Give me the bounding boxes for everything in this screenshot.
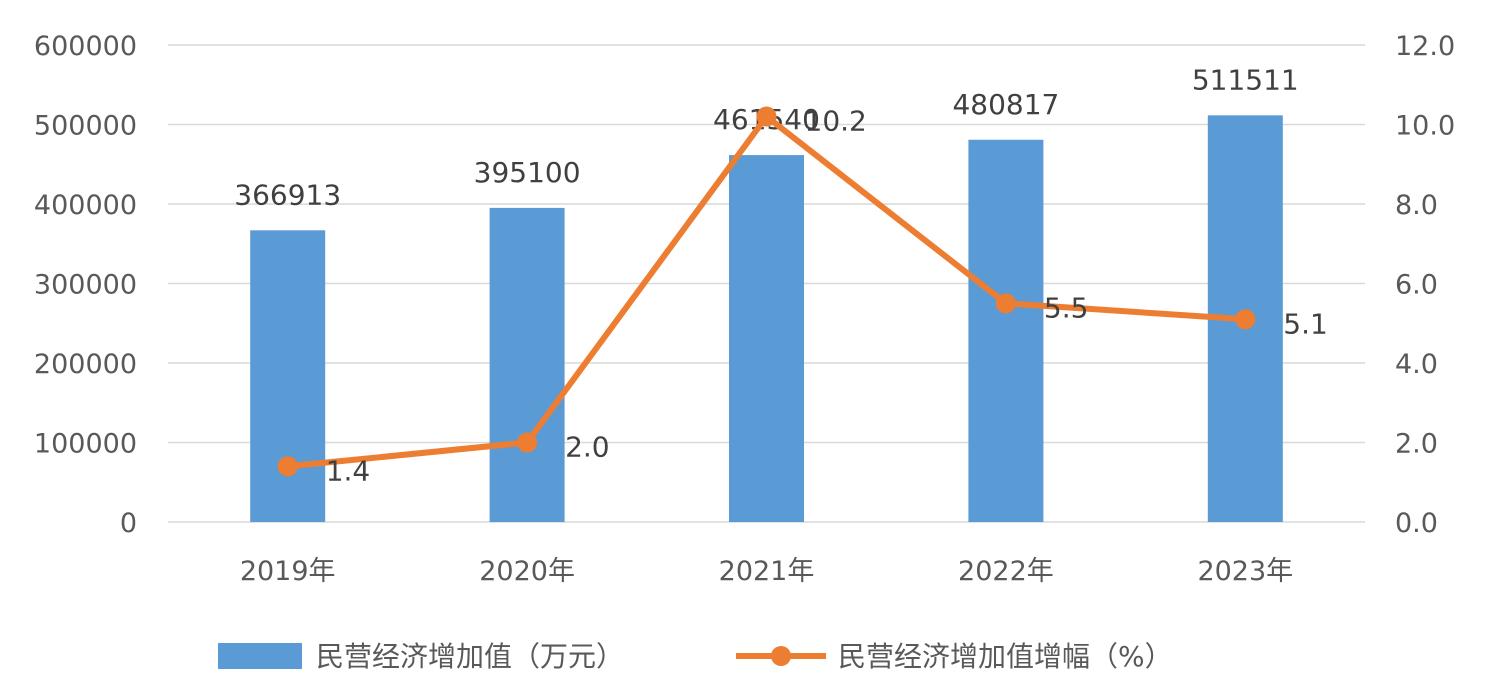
x-tick-label: 2021年 — [719, 556, 815, 587]
line-point[interactable] — [756, 106, 777, 127]
y-right-tick-label: 6.0 — [1395, 270, 1438, 301]
line-data-label: 10.2 — [805, 105, 867, 138]
y-right-tick-label: 4.0 — [1395, 349, 1438, 380]
y-right-tick-label: 2.0 — [1395, 429, 1438, 460]
bar-series — [250, 115, 1283, 523]
bar-data-label: 480817 — [952, 88, 1059, 121]
legend-line-label: 民营经济增加值增幅（%） — [838, 640, 1173, 673]
line-point[interactable] — [1235, 309, 1256, 330]
y-right-tick-label: 8.0 — [1395, 190, 1438, 221]
x-tick-label: 2023年 — [1197, 556, 1293, 587]
bar-data-label: 511511 — [1192, 63, 1299, 96]
bar[interactable] — [729, 155, 804, 523]
y-left-tick-label: 500000 — [34, 111, 137, 142]
line-data-label: 1.4 — [326, 454, 371, 487]
x-tick-label: 2019年 — [240, 556, 336, 587]
bar[interactable] — [968, 139, 1044, 522]
bar[interactable] — [489, 207, 565, 522]
y-left-tick-label: 300000 — [34, 270, 137, 301]
line-data-label: 2.0 — [565, 431, 610, 464]
y-right-tick-label: 0.0 — [1395, 508, 1438, 539]
line-point[interactable] — [995, 293, 1016, 314]
y-right-tick-label: 12.0 — [1395, 31, 1455, 62]
y-left-tick-label: 600000 — [34, 31, 137, 62]
y-left-tick-label: 100000 — [34, 429, 137, 460]
line-point[interactable] — [277, 456, 298, 477]
x-tick-label: 2020年 — [479, 556, 575, 587]
bar-data-label: 366913 — [234, 178, 341, 211]
y-left-tick-label: 0 — [120, 508, 137, 539]
y-axis-left: 0 100000 200000 300000 400000 500000 600000 — [34, 31, 137, 539]
line-series — [277, 106, 1256, 477]
line-data-labels: 1.4 2.0 10.2 5.5 5.1 — [326, 105, 1328, 488]
bar-data-label: 395100 — [474, 156, 581, 189]
legend-bar-swatch — [218, 643, 302, 669]
bar[interactable] — [250, 230, 326, 522]
y-left-tick-label: 200000 — [34, 349, 137, 380]
line-data-label: 5.1 — [1283, 307, 1328, 340]
legend: 民营经济增加值（万元） 民营经济增加值增幅（%） — [218, 640, 1173, 673]
y-axis-right: 0.0 2.0 4.0 6.0 8.0 10.0 12.0 — [1395, 31, 1455, 539]
legend-bar-label: 民营经济增加值（万元） — [316, 640, 624, 673]
line-data-label: 5.5 — [1044, 291, 1089, 324]
x-axis: 2019年 2020年 2021年 2022年 2023年 — [240, 556, 1293, 587]
x-tick-label: 2022年 — [958, 556, 1054, 587]
line-point[interactable] — [517, 432, 538, 453]
legend-line-marker — [771, 646, 791, 666]
y-left-tick-label: 400000 — [34, 190, 137, 221]
y-right-tick-label: 10.0 — [1395, 111, 1455, 142]
